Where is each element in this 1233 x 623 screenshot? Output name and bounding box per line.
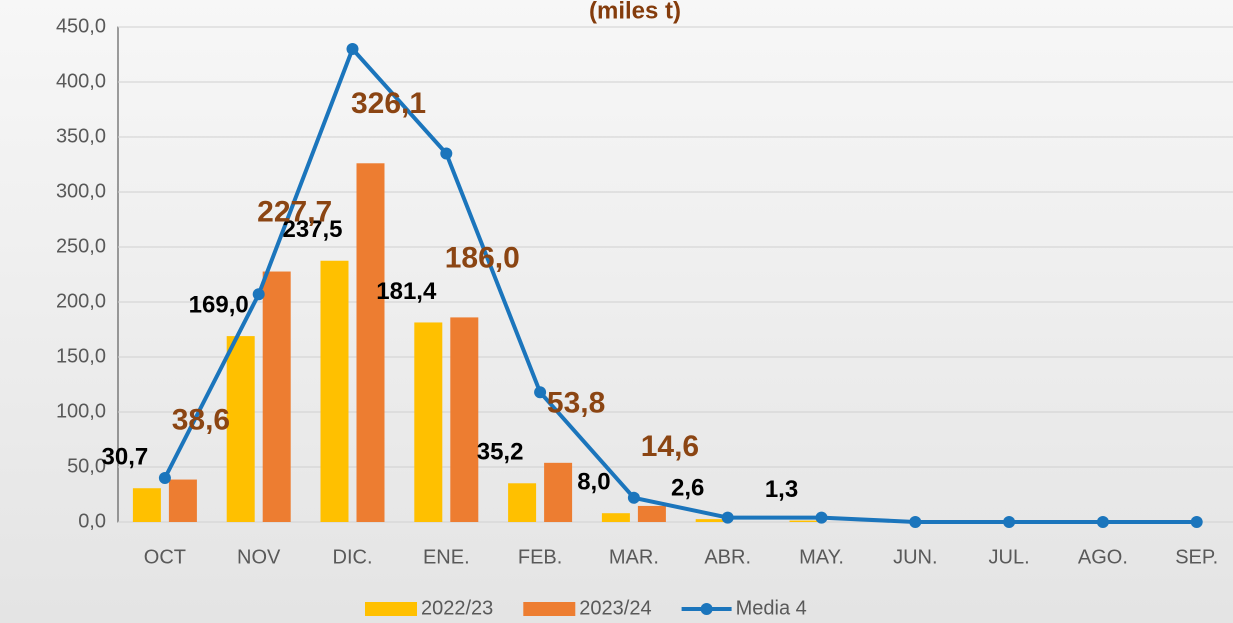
legend-label: 2022/23 (421, 597, 493, 619)
bar (637, 505, 666, 522)
x-tick-label: MAY. (799, 546, 844, 568)
line-point (534, 386, 547, 399)
line-point (909, 516, 922, 528)
bar (132, 488, 161, 522)
bar (450, 317, 479, 522)
line-point (1003, 516, 1016, 528)
x-tick-label: ENE. (423, 546, 470, 568)
x-tick-label: FEB. (518, 546, 562, 568)
line-point (627, 491, 640, 504)
data-label: 2,6 (671, 474, 704, 501)
data-label: 30,7 (102, 444, 149, 471)
legend-label: Media 4 (736, 597, 807, 619)
bar (789, 520, 818, 522)
bar (508, 483, 537, 522)
line-point (440, 147, 453, 160)
data-label: 181,4 (376, 278, 437, 305)
x-tick-label: NOV (237, 546, 281, 568)
line-point (815, 511, 828, 524)
x-tick-label: OCT (144, 546, 186, 568)
line-point (1096, 516, 1109, 528)
bar (414, 322, 443, 522)
data-label: 38,6 (172, 403, 230, 436)
x-tick-label: JUN. (893, 546, 937, 568)
legend-swatch (700, 603, 713, 615)
bar (695, 519, 724, 522)
line-point (1190, 516, 1203, 528)
line-point (346, 43, 359, 55)
data-label: 169,0 (189, 291, 249, 318)
data-label: 14,6 (641, 430, 699, 463)
line-point (252, 288, 265, 301)
bar (320, 260, 349, 522)
y-tick-label: 0,0 (78, 510, 106, 532)
y-tick-label: 400,0 (56, 70, 106, 92)
x-tick-label: JUL. (989, 546, 1030, 568)
x-tick-label: AGO. (1078, 546, 1128, 568)
data-label: 227,7 (257, 195, 332, 228)
data-label: 186,0 (445, 241, 520, 274)
x-tick-label: DIC. (333, 546, 373, 568)
legend-swatch (365, 602, 417, 616)
y-tick-label: 250,0 (56, 235, 106, 257)
bar (601, 513, 630, 522)
legend-label: 2023/24 (579, 597, 651, 619)
data-label: 237,5 (282, 216, 342, 243)
line (163, 47, 1197, 524)
y-tick-label: 450,0 (56, 15, 106, 37)
data-label: 53,8 (547, 387, 605, 420)
data-label: 35,2 (477, 439, 524, 466)
y-tick-label: 50,0 (67, 455, 106, 477)
x-tick-label: ABR. (704, 546, 751, 568)
y-tick-label: 150,0 (56, 345, 106, 367)
y-tick-label: 350,0 (56, 125, 106, 147)
x-tick-label: MAR. (609, 546, 659, 568)
bar (262, 271, 291, 522)
data-label: 326,1 (351, 87, 426, 120)
data-label: 1,3 (765, 476, 798, 503)
x-tick-label: SEP. (1175, 546, 1218, 568)
bar (544, 462, 573, 522)
bar (226, 336, 255, 522)
chart-title: (miles t) (589, 0, 681, 24)
y-tick-label: 100,0 (56, 400, 106, 422)
y-tick-label: 300,0 (56, 180, 106, 202)
line-point (721, 511, 734, 524)
legend-swatch (523, 602, 576, 616)
bar (168, 479, 197, 522)
line-point (158, 472, 171, 484)
bar (356, 163, 385, 523)
data-label: 8,0 (577, 469, 610, 496)
y-tick-label: 200,0 (56, 290, 106, 312)
